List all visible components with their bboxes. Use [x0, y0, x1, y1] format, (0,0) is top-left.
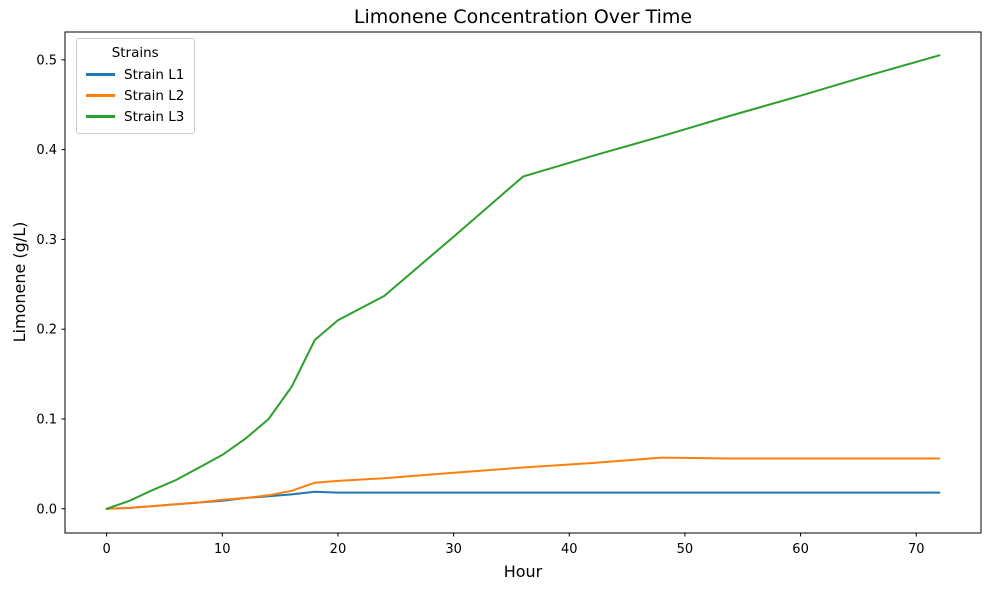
y-axis-ticks: 0.0 0.1 0.2 0.3 0.4 0.5 [36, 53, 65, 517]
x-tick-label: 20 [330, 542, 347, 557]
legend-line-swatch-strain-l3 [86, 115, 115, 118]
x-axis-ticks: 0 10 20 30 40 50 60 70 [102, 533, 925, 557]
legend-label: Strain L3 [124, 108, 185, 125]
y-tick-label: 0.1 [36, 412, 57, 427]
legend-item-strain-l2: Strain L2 [86, 85, 184, 106]
series-line-strain-l3 [105, 54, 941, 510]
x-tick-label: 70 [908, 542, 925, 557]
y-tick-label: 0.3 [36, 233, 57, 248]
legend-label: Strain L2 [124, 87, 185, 104]
y-tick-label: 0.2 [36, 323, 57, 338]
x-tick-label: 30 [445, 542, 462, 557]
legend-title: Strains [111, 45, 159, 61]
series-lines [105, 54, 941, 510]
legend-line-swatch-strain-l2 [86, 94, 115, 97]
y-tick-label: 0.5 [36, 53, 57, 68]
y-axis-label: Limonene (g/L) [10, 222, 29, 343]
x-tick-label: 50 [677, 542, 694, 557]
series-line-strain-l2 [105, 456, 941, 510]
x-tick-label: 60 [792, 542, 809, 557]
legend: Strains Strain L1 Strain L2 Strain L3 [76, 38, 196, 134]
plot-border [64, 31, 982, 534]
x-tick-label: 0 [102, 542, 110, 557]
x-tick-label: 10 [214, 542, 231, 557]
y-tick-label: 0.0 [36, 502, 57, 517]
legend-line-swatch-strain-l1 [86, 73, 115, 76]
series-line-strain-l1 [105, 490, 941, 510]
legend-item-strain-l3: Strain L3 [86, 106, 184, 127]
legend-label: Strain L1 [124, 66, 185, 83]
chart-title: Limonene Concentration Over Time [354, 6, 692, 28]
x-tick-label: 40 [561, 542, 578, 557]
x-axis-label: Hour [504, 562, 543, 581]
y-tick-label: 0.4 [36, 143, 57, 158]
legend-item-strain-l1: Strain L1 [86, 64, 184, 85]
